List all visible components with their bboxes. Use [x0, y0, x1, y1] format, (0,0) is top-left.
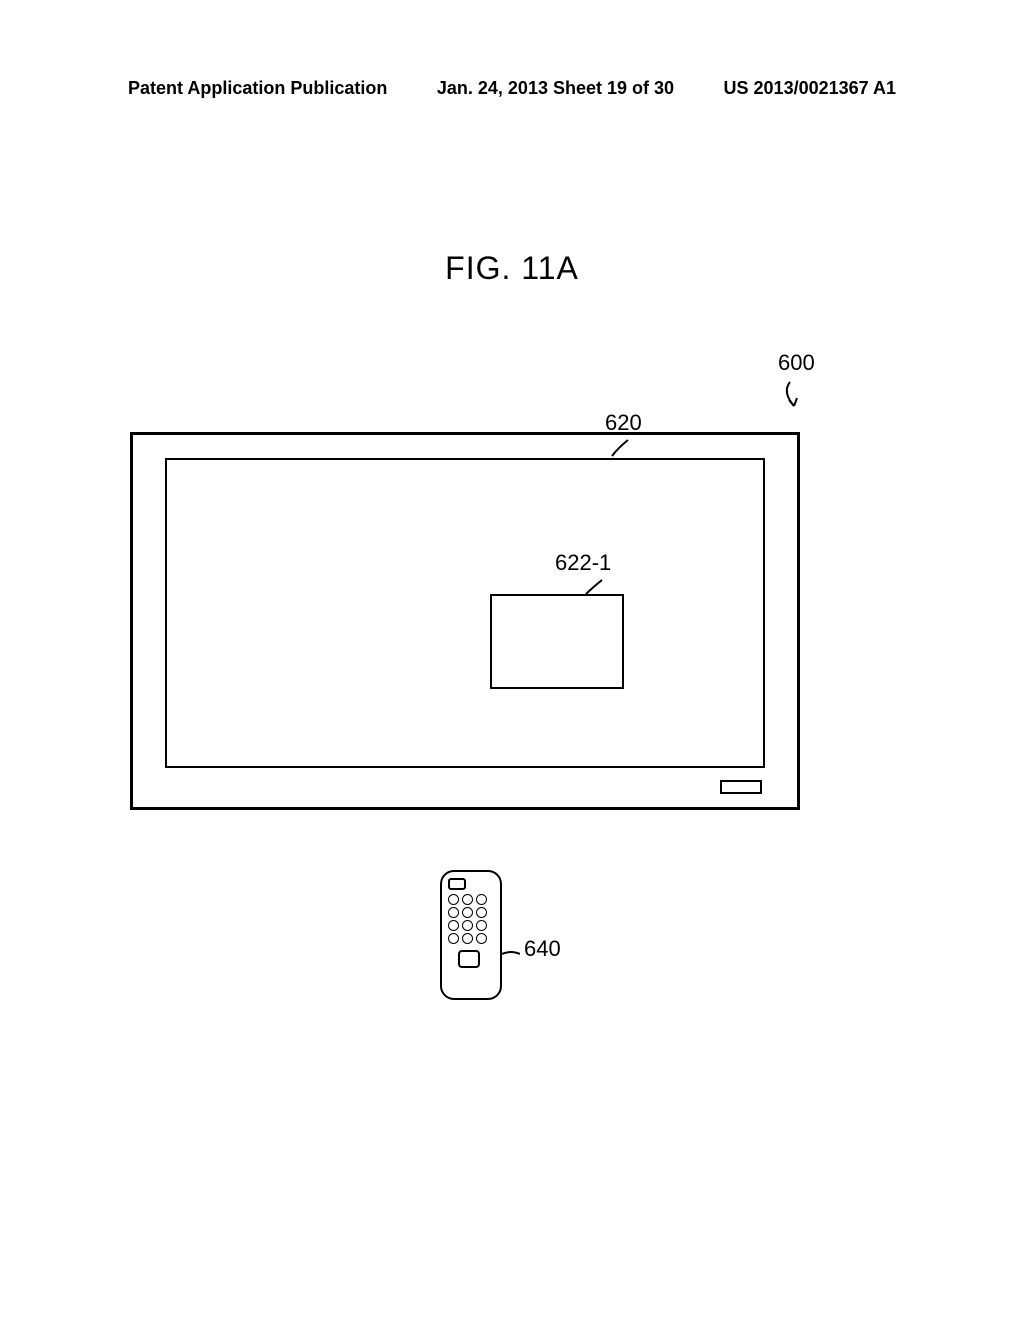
reference-label-622-1: 622-1	[555, 550, 611, 576]
display-window-box	[490, 594, 624, 689]
reference-label-600: 600	[778, 350, 815, 376]
remote-button	[476, 907, 487, 918]
leader-line-640	[502, 948, 520, 960]
remote-button	[476, 933, 487, 944]
page-header: Patent Application Publication Jan. 24, …	[0, 78, 1024, 99]
remote-button	[462, 933, 473, 944]
remote-button	[476, 920, 487, 931]
remote-row	[448, 907, 494, 918]
figure-title: FIG. 11A	[445, 250, 579, 287]
remote-button	[448, 933, 459, 944]
remote-button	[448, 894, 459, 905]
header-patent-number: US 2013/0021367 A1	[724, 78, 896, 99]
remote-button	[448, 907, 459, 918]
remote-row	[448, 894, 494, 905]
reference-label-640: 640	[524, 936, 561, 962]
header-publication: Patent Application Publication	[128, 78, 387, 99]
leader-line-600	[772, 380, 802, 410]
remote-button	[462, 920, 473, 931]
remote-button	[462, 894, 473, 905]
tv-screen	[165, 458, 765, 768]
remote-button	[462, 907, 473, 918]
remote-button	[476, 894, 487, 905]
remote-row	[448, 920, 494, 931]
header-date-sheet: Jan. 24, 2013 Sheet 19 of 30	[437, 78, 674, 99]
remote-button	[448, 920, 459, 931]
remote-row	[448, 933, 494, 944]
remote-top-button	[448, 878, 466, 890]
tv-indicator	[720, 780, 762, 794]
remote-control	[440, 870, 502, 1000]
remote-bottom-button	[458, 950, 480, 968]
